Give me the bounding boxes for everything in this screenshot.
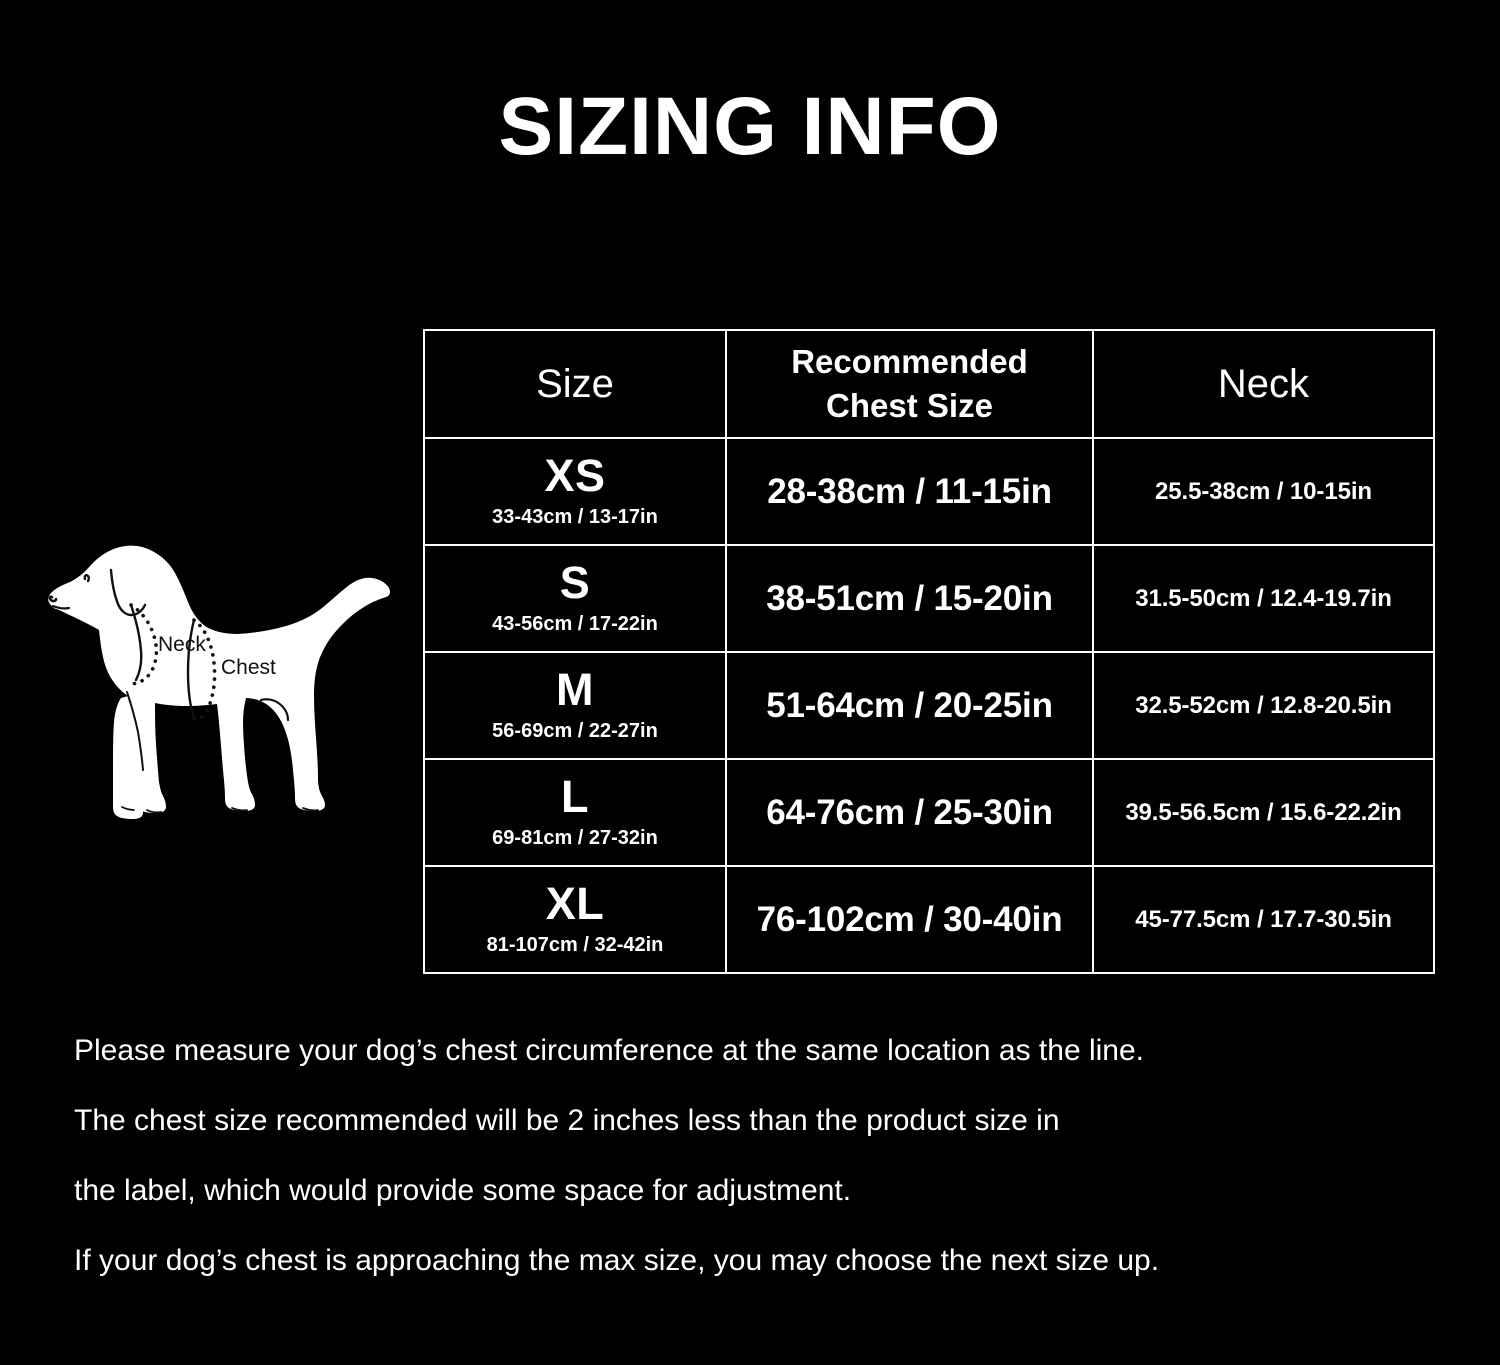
dog-paw-lines	[121, 806, 319, 814]
size-code: M	[556, 663, 594, 715]
header-chest-line1: Recommended	[791, 343, 1028, 381]
size-range: 43-56cm / 17-22in	[492, 612, 658, 635]
header-chest-line2: Chest Size	[826, 387, 993, 424]
size-code: XS	[544, 449, 606, 501]
header-size: Size	[423, 329, 727, 439]
note-line: Please measure your dog’s chest circumfe…	[74, 1034, 1145, 1067]
cell-chest-m: 51-64cm / 20-25in	[725, 651, 1094, 760]
dog-haunch-line	[259, 698, 290, 722]
dog-shoulder-line	[126, 691, 144, 771]
table-row: S 43-56cm / 17-22in 38-51cm / 15-20in 31…	[423, 544, 1435, 653]
size-range: 81-107cm / 32-42in	[486, 933, 664, 956]
cell-neck-l: 39.5-56.5cm / 15.6-22.2in	[1092, 758, 1435, 867]
dog-silhouette-shape	[48, 545, 391, 819]
cell-neck-xl: 45-77.5cm / 17.7-30.5in	[1092, 865, 1435, 974]
size-code: L	[561, 770, 589, 822]
neck-label: Neck	[158, 633, 206, 656]
page-title: SIZING INFO	[498, 81, 1002, 172]
cell-neck-xs: 25.5-38cm / 10-15in	[1092, 437, 1435, 546]
note-line: The chest size recommended will be 2 inc…	[74, 1104, 1060, 1137]
dog-sizing-diagram: Neck Chest	[18, 520, 418, 840]
cell-size-l: L 69-81cm / 27-32in	[423, 758, 727, 867]
note-line: If your dog’s chest is approaching the m…	[74, 1244, 1160, 1277]
cell-size-xl: XL 81-107cm / 32-42in	[423, 865, 727, 974]
cell-chest-xs: 28-38cm / 11-15in	[725, 437, 1094, 546]
size-code: S	[559, 556, 591, 608]
notes-section: Please measure your dog’s chest circumfe…	[74, 1036, 1434, 1316]
neck-measure-line	[128, 603, 159, 686]
cell-neck-m: 32.5-52cm / 12.8-20.5in	[1092, 651, 1435, 760]
size-range: 56-69cm / 22-27in	[492, 719, 658, 742]
table-row: XS 33-43cm / 13-17in 28-38cm / 11-15in 2…	[423, 437, 1435, 546]
cell-chest-l: 64-76cm / 25-30in	[725, 758, 1094, 867]
table-row: M 56-69cm / 22-27in 51-64cm / 20-25in 32…	[423, 651, 1435, 760]
chest-measure-line	[186, 618, 217, 721]
header-chest: Recommended Chest Size	[725, 329, 1094, 439]
note-line: the label, which would provide some spac…	[74, 1174, 852, 1207]
cell-size-s: S 43-56cm / 17-22in	[423, 544, 727, 653]
cell-neck-s: 31.5-50cm / 12.4-19.7in	[1092, 544, 1435, 653]
table-row: XL 81-107cm / 32-42in 76-102cm / 30-40in…	[423, 865, 1435, 974]
cell-chest-s: 38-51cm / 15-20in	[725, 544, 1094, 653]
sizing-table: Size Recommended Chest Size Neck XS 33-4…	[423, 329, 1435, 974]
header-neck: Neck	[1092, 329, 1435, 439]
chest-label: Chest	[221, 656, 276, 679]
cell-chest-xl: 76-102cm / 30-40in	[725, 865, 1094, 974]
size-range: 33-43cm / 13-17in	[492, 505, 658, 528]
cell-size-m: M 56-69cm / 22-27in	[423, 651, 727, 760]
size-range: 69-81cm / 27-32in	[492, 826, 658, 849]
table-header-row: Size Recommended Chest Size Neck	[423, 329, 1435, 439]
table-row: L 69-81cm / 27-32in 64-76cm / 25-30in 39…	[423, 758, 1435, 867]
cell-size-xs: XS 33-43cm / 13-17in	[423, 437, 727, 546]
size-code: XL	[545, 877, 605, 929]
dog-face-details	[48, 568, 147, 617]
